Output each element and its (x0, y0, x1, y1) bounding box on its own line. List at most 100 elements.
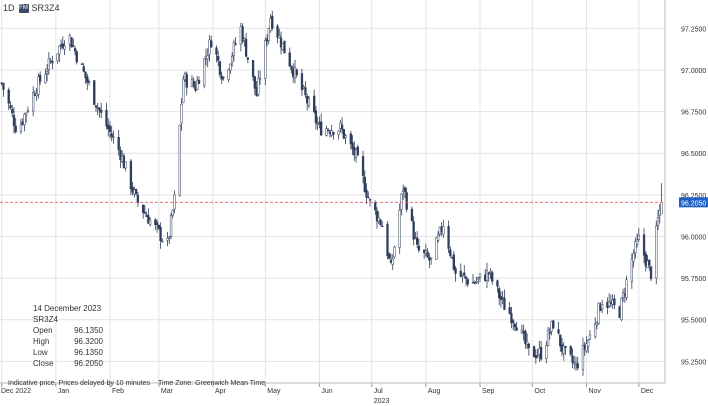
candle-body (222, 76, 225, 79)
x-tick-label: Sep (482, 388, 495, 395)
candle-body (56, 53, 59, 62)
candle-body (251, 60, 255, 77)
candle-body (2, 83, 5, 90)
candle-body (316, 123, 319, 125)
candle-body (576, 363, 579, 369)
candle-body (498, 288, 501, 299)
candle-body (302, 86, 305, 89)
candle-body (14, 125, 17, 133)
candle-body (475, 280, 478, 283)
candle-body (210, 40, 213, 48)
x-tick-label: May (267, 388, 281, 395)
candle-body (168, 236, 171, 239)
chart-footer: Indicative price. Prices delayed by 10 m… (8, 380, 265, 387)
candle-body (416, 237, 419, 245)
candle-body (105, 109, 108, 127)
symbol-selector[interactable]: FM SR3Z4 (18, 3, 60, 13)
candle-body (557, 329, 560, 334)
candle-body (410, 208, 414, 221)
x-tick-label: Oct (534, 388, 545, 395)
high-value: 96.3200 (74, 337, 103, 346)
candle-body (283, 40, 286, 54)
candle-body (630, 258, 633, 282)
candle-body (620, 298, 623, 320)
candle-body (157, 224, 160, 229)
futures-market-icon: FM (18, 3, 29, 13)
candle-body (82, 66, 85, 72)
candle-body (279, 37, 283, 48)
candle-body (391, 258, 394, 265)
candle-body (496, 280, 499, 287)
info-high-row: High 96.3200 (33, 336, 103, 347)
candle-body (148, 219, 152, 225)
candle-body (525, 341, 529, 345)
close-label: Close (33, 359, 54, 368)
candle-body (147, 215, 150, 224)
candle-body (367, 196, 370, 199)
candle-body (363, 176, 366, 192)
x-tick-label: Jan (58, 388, 69, 395)
candle-body (447, 225, 450, 249)
candle-body (375, 210, 379, 222)
candle-body (180, 104, 183, 124)
candle-body (19, 124, 23, 132)
candle-body (313, 95, 316, 113)
candle-body (548, 332, 551, 334)
candle-body (203, 58, 206, 86)
candle-body (58, 45, 61, 55)
candle-body (108, 126, 112, 132)
candle-body (527, 343, 531, 349)
candle-body (206, 55, 209, 60)
open-label: Open (33, 326, 53, 335)
candle-body (454, 268, 457, 274)
candle-body (197, 79, 201, 84)
candle-body (264, 40, 267, 80)
x-tick-label: Feb (112, 388, 124, 395)
candle-body (267, 28, 270, 41)
candle-body (400, 193, 403, 210)
candles (0, 10, 663, 376)
high-label: High (33, 337, 50, 346)
candle-body (539, 346, 543, 360)
candle-body (508, 307, 511, 314)
candle-body (98, 107, 101, 111)
candle-body (478, 273, 482, 278)
candle-body (258, 78, 262, 80)
candle-body (436, 234, 440, 241)
candle-body (166, 238, 169, 241)
open-value: 96.1350 (74, 326, 103, 335)
candle-body (244, 38, 248, 57)
candle-body (9, 105, 12, 108)
candle-body (477, 277, 480, 280)
candle-body (63, 45, 66, 50)
y-tick-label: 97.0000 (681, 68, 706, 75)
candle-body (47, 58, 51, 70)
timezone-note: Time Zone: Greenwich Mean Time (157, 380, 266, 387)
candle-body (246, 57, 249, 60)
candle-body (159, 226, 162, 242)
last-price-tag (679, 197, 708, 208)
candle-body (625, 279, 628, 298)
candle-body (169, 215, 173, 237)
candle-body (534, 355, 537, 359)
info-close-row: Close 96.2050 (33, 358, 103, 369)
candle-body (325, 128, 328, 136)
candle-body (51, 61, 54, 64)
candle-body (314, 110, 318, 124)
candle-body (649, 266, 653, 280)
candle-body (587, 340, 590, 347)
candle-body (271, 15, 274, 29)
candle-body (515, 327, 518, 331)
candle-body (70, 37, 73, 48)
candle-body (7, 89, 10, 104)
candle-body (178, 124, 181, 196)
interval-selector[interactable]: 1D (3, 3, 15, 13)
candle-body (232, 42, 236, 56)
candle-body (656, 217, 660, 226)
candle-body (11, 109, 14, 114)
candle-body (464, 276, 468, 280)
candle-body (196, 79, 199, 90)
candle-body (94, 105, 98, 108)
close-value: 96.2050 (74, 359, 103, 368)
